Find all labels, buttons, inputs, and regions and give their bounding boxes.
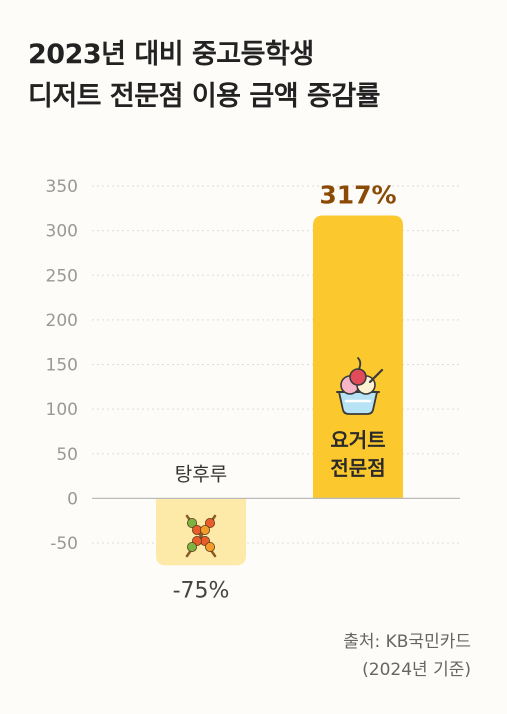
spoon: [368, 368, 384, 384]
chart-title-line-2: 디저트 전문점 이용 금액 증감률: [28, 81, 381, 112]
y-tick-label: 350: [46, 177, 78, 197]
value-label: -75%: [173, 578, 230, 603]
category-label-line: 요거트: [330, 428, 385, 452]
y-tick-label: 200: [46, 311, 78, 331]
chart-title: 2023년 대비 중고등학생 디저트 전문점 이용 금액 증감률: [28, 34, 381, 118]
y-tick-label: 150: [46, 356, 78, 376]
y-tick-label: 300: [46, 222, 78, 242]
bar-icons: [185, 357, 384, 558]
fruit-bead: [186, 517, 197, 528]
y-tick-label: 50: [56, 445, 78, 465]
grid-lines: [92, 185, 460, 544]
y-tick-label: -50: [50, 534, 78, 554]
bars: [156, 215, 403, 566]
source-line-2: (2024년 기준): [362, 660, 471, 680]
fruit-bead: [186, 542, 197, 552]
y-axis-ticks: 350 300 250 200 150 100 50 0 -50: [46, 177, 78, 554]
skewer-icon: [185, 514, 217, 558]
chart-title-line-1: 2023년 대비 중고등학생: [28, 39, 314, 70]
cherry-stem: [357, 357, 362, 370]
y-tick-label: 100: [46, 400, 78, 420]
value-label: 317%: [319, 180, 396, 209]
category-label-line: 전문점: [330, 456, 385, 480]
y-tick-label: 250: [46, 266, 78, 286]
fruit-bead: [205, 517, 215, 528]
cherry: [349, 368, 367, 386]
sundae-cup: [337, 391, 379, 415]
fruit-bead: [200, 524, 210, 535]
yogurt-sundae-icon: [336, 357, 384, 415]
source-note: 출처: KB국민카드 (2024년 기준): [343, 628, 471, 684]
y-tick-label: 0: [67, 489, 78, 509]
category-label: 탕후루: [175, 463, 227, 485]
fruit-bead: [205, 542, 215, 552]
bar: [313, 215, 403, 499]
source-line-1: 출처: KB국민카드: [343, 632, 471, 652]
